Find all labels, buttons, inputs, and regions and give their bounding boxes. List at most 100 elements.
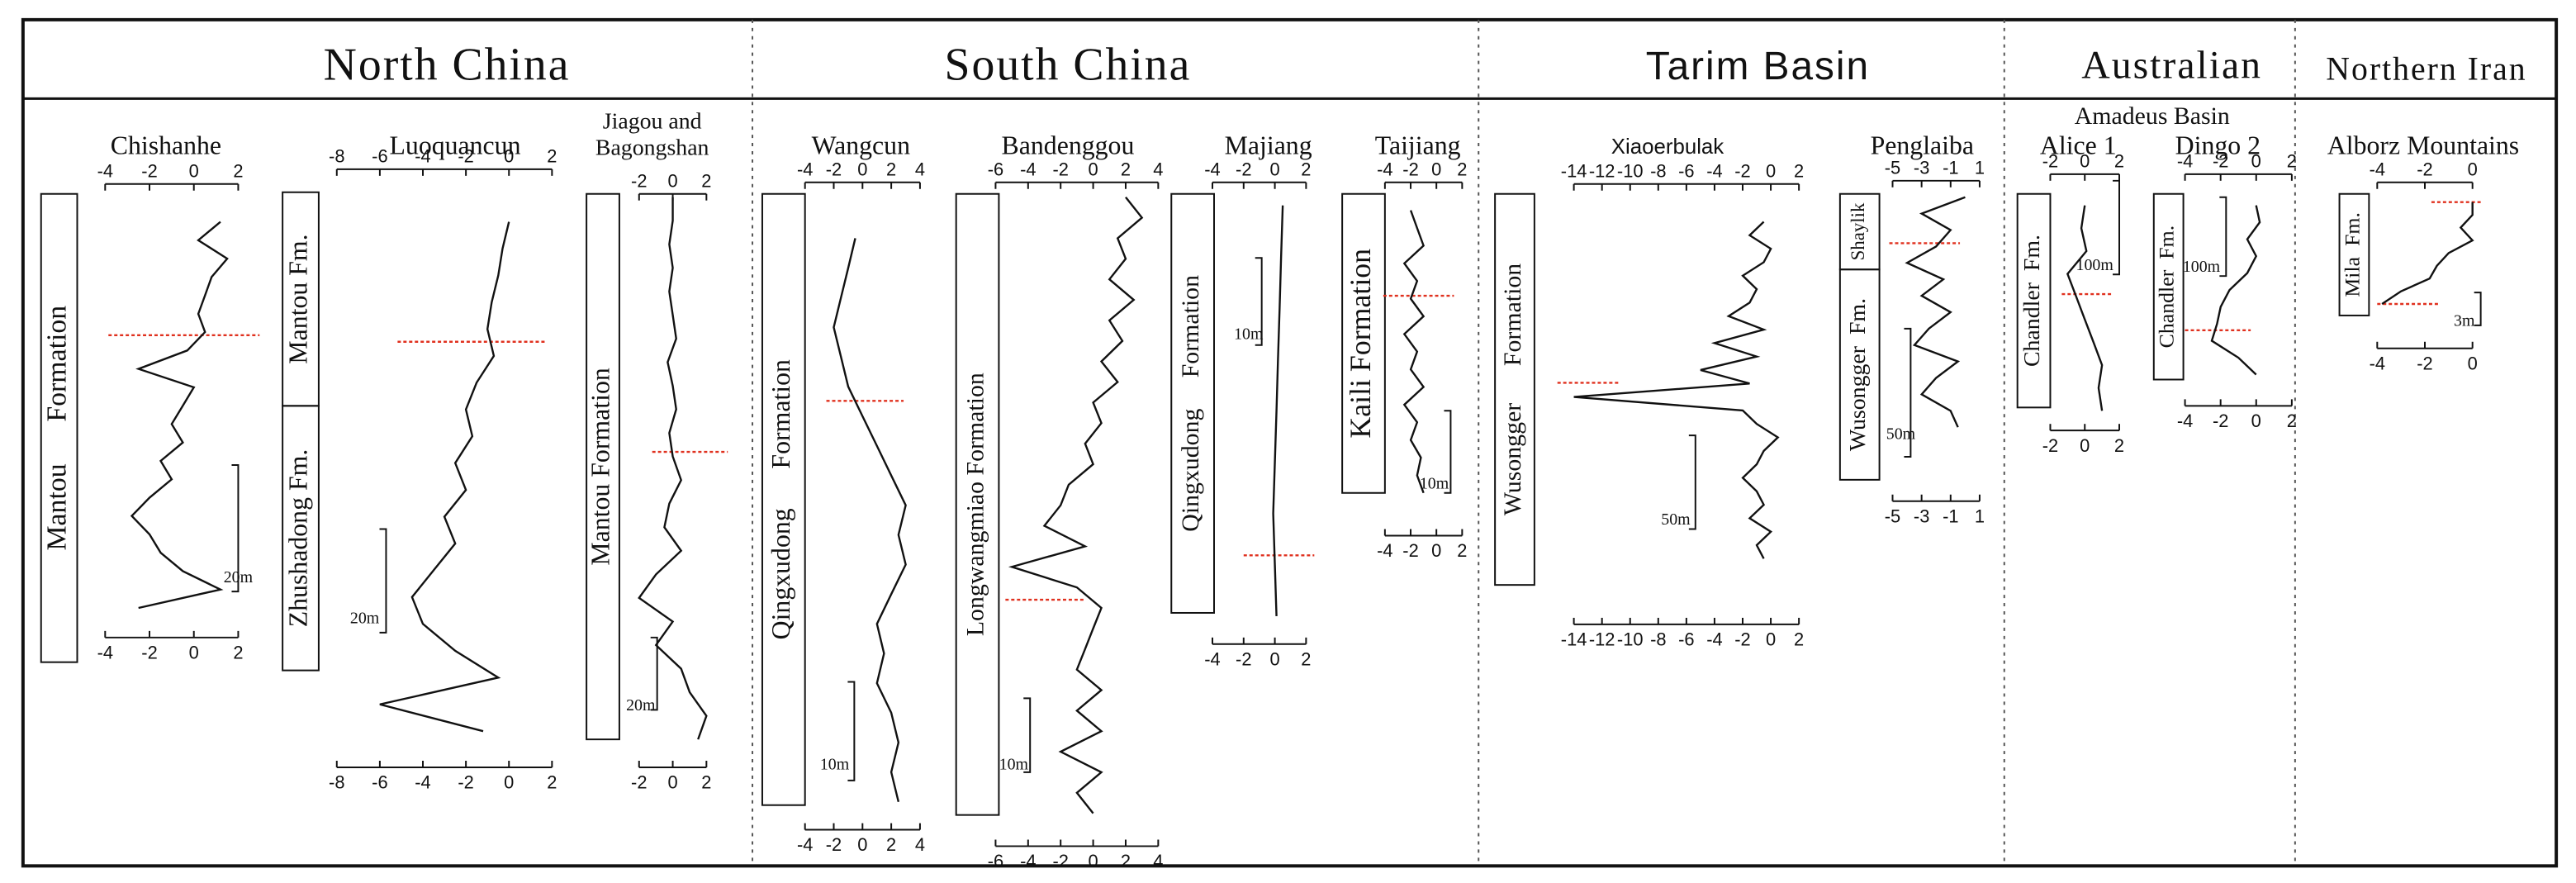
tick-label: 0 [2080, 435, 2090, 456]
tick-label: 0 [667, 772, 677, 793]
tick-label: -4 [1204, 648, 1220, 669]
tick-label: 0 [857, 159, 867, 180]
tick-label: -2 [826, 159, 842, 180]
isotope-curve [1905, 196, 1966, 428]
tick-label: 0 [1766, 629, 1776, 650]
tick-label: -2 [141, 161, 157, 182]
tick-label: 2 [2287, 411, 2297, 431]
section-name: Jiagou and [603, 109, 702, 135]
tick-label: -4 [2177, 411, 2193, 431]
isotope-curve [1008, 196, 1144, 814]
section-name: Xiaoerbulak [1611, 135, 1724, 159]
tick-label: -2 [1052, 159, 1068, 180]
formation-label: Zhushadong Fm. [283, 449, 312, 628]
tick-label: -4 [2370, 159, 2385, 180]
formation-label: Mantou Formation [586, 368, 614, 566]
tick-label: -5 [1885, 506, 1900, 526]
tick-label: 0 [857, 834, 867, 855]
tick-label: 4 [915, 834, 925, 855]
tick-label: -2 [1402, 540, 1418, 561]
tick-label: -4 [1377, 540, 1392, 561]
formation-label: Mila Fm. [2340, 212, 2364, 297]
tick-label: -2 [826, 834, 842, 855]
tick-label: -4 [797, 834, 813, 855]
scale-label: 10m [820, 756, 850, 774]
region-subtitle: Amadeus Basin [2075, 102, 2230, 130]
tick-label: -4 [97, 642, 113, 662]
isotope-curve [2210, 205, 2261, 376]
isotope-curve [1272, 205, 1284, 616]
tick-label: 0 [2080, 151, 2090, 172]
tick-label: -2 [2417, 353, 2432, 373]
scale-bar [231, 463, 240, 593]
tick-label: -2 [458, 146, 473, 167]
section-name: Wangcun [812, 131, 910, 159]
tick-label: -6 [1678, 629, 1694, 650]
tick-label: -4 [415, 772, 430, 793]
tick-label: -2 [1052, 851, 1068, 871]
formation-label: Wusongger Formation [1499, 263, 1526, 515]
tick-label: 2 [1794, 161, 1804, 182]
tick-label: 0 [1270, 159, 1280, 180]
tick-label: -4 [797, 159, 813, 180]
section-name: Bandenggou [1002, 131, 1135, 159]
formation-box [2016, 192, 2052, 409]
tick-label: -14 [1561, 161, 1587, 182]
tick-label: 2 [547, 146, 557, 167]
tick-label: 4 [1153, 159, 1163, 180]
tick-label: -4 [1204, 159, 1220, 180]
tick-label: 4 [915, 159, 925, 180]
tick-label: -2 [2042, 151, 2058, 172]
tick-label: -2 [2042, 435, 2058, 456]
tick-label: 0 [1431, 159, 1441, 180]
section: Luoquancun -8 -6 -4 -2 0 2 -8 -6 -4 -2 0 2 Mantou Fm.… [282, 131, 557, 793]
tick-label: -2 [1236, 159, 1251, 180]
tick-label: 0 [667, 171, 677, 192]
tick-label: -8 [1650, 629, 1666, 650]
tick-label: 0 [1270, 648, 1280, 669]
tick-label: 0 [2251, 411, 2261, 431]
tick-label: -12 [1589, 629, 1615, 650]
tick-label: 2 [233, 642, 243, 662]
scale-label: 50m [1886, 425, 1916, 444]
tick-label: 2 [233, 161, 243, 182]
tick-label: 2 [1301, 159, 1311, 180]
region-title: Northern Iran [2326, 51, 2526, 88]
tick-label: -2 [631, 171, 647, 192]
tick-label: -2 [2213, 411, 2228, 431]
isotope-curve [379, 221, 510, 733]
tick-label: -2 [2417, 159, 2432, 180]
tick-label: 2 [1121, 159, 1131, 180]
tick-label: 0 [1089, 159, 1098, 180]
formation-box [1494, 192, 1535, 586]
tick-label: 2 [1301, 648, 1311, 669]
formation-box [586, 192, 620, 741]
tick-label: -10 [1617, 161, 1644, 182]
scale-label: 50m [1661, 510, 1691, 529]
region-title: Tarim Basin [1646, 45, 1870, 88]
tick-label: -1 [1943, 506, 1958, 526]
formation-box [2152, 192, 2185, 381]
section-name: Luoquancun [389, 131, 520, 159]
scale-bar [1904, 327, 1912, 458]
tick-label: 2 [1457, 159, 1467, 180]
tick-label: -4 [97, 161, 113, 182]
formation-label: Chandler Fm. [2019, 235, 2045, 367]
formation-box [1838, 268, 1881, 481]
scale-bar [2219, 196, 2227, 278]
scale-label: 20m [350, 609, 380, 627]
scale-label: 20m [224, 568, 254, 586]
tick-label: -2 [1236, 648, 1251, 669]
tick-label: -4 [1377, 159, 1392, 180]
tick-label: 2 [547, 772, 557, 793]
formation-label: Qingxudong Formation [766, 359, 795, 639]
tick-label: -2 [2213, 151, 2228, 172]
